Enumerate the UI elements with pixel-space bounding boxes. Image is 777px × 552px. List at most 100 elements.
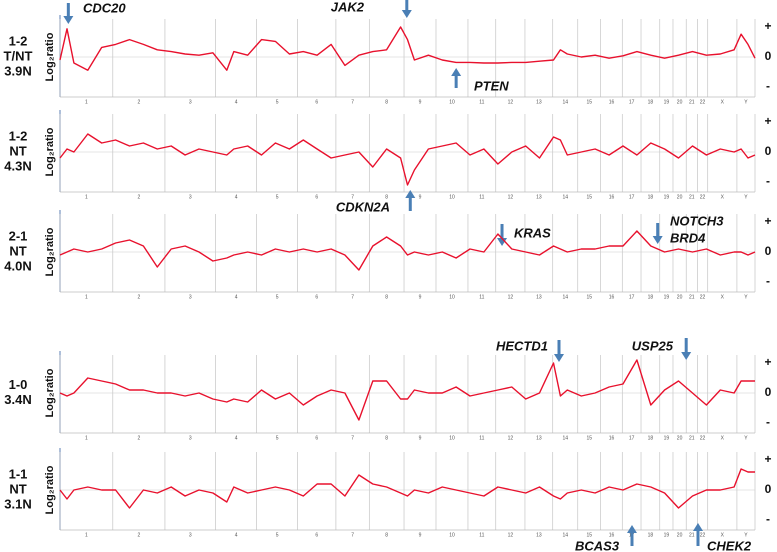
chromosome-label: Y [744,435,748,441]
gene-label: JAK2 [331,0,365,14]
chromosome-label: 18 [648,532,654,538]
chromosome-label: 7 [351,532,354,538]
chromosome-label: 7 [351,99,354,105]
chromosome-label: 10 [449,532,455,538]
chromosome-label: 1 [85,194,88,200]
annotation-arrowhead [401,10,412,18]
chromosome-label: 20 [677,294,683,300]
chromosome-label: 10 [449,435,455,441]
chromosome-label: X [721,294,725,300]
gene-label: NOTCH3 [670,213,724,228]
y-axis-label: Log₂ratio [44,368,56,417]
chromosome-label: 4 [235,435,238,441]
chromosome-label: 4 [235,99,238,105]
chromosome-label: 11 [479,532,484,538]
gene-label: CHEK2 [707,538,752,552]
chromosome-label: 8 [385,194,388,200]
chromosome-label: 19 [664,435,670,441]
chromosome-label: 15 [586,435,592,441]
y-tick-label: - [766,512,770,526]
chromosome-label: 2 [137,194,140,200]
gene-label: BRD4 [670,230,706,245]
chromosome-label: 5 [276,194,279,200]
chromosome-label: 15 [586,294,592,300]
chromosome-label: 8 [385,435,388,441]
chromosome-label: 1 [85,532,88,538]
chromosome-label: 16 [609,532,615,538]
sample-label: 3.4N [4,392,31,407]
sample-label: 1-2 [9,128,28,143]
chromosome-label: 9 [419,294,422,300]
y-tick-label: 0 [765,482,772,496]
chromosome-label: 12 [508,294,514,300]
chromosome-label: 21 [689,294,695,300]
y-tick-label: - [766,415,770,429]
chromosome-label: 17 [629,435,635,441]
gene-label: BCAS3 [575,538,620,552]
chromosome-label: 16 [609,294,615,300]
y-tick-label: + [764,355,771,369]
chromosome-label: 22 [700,99,706,105]
copy-number-line [59,359,755,421]
chromosome-label: X [721,194,725,200]
sample-label: 1-0 [9,377,28,392]
chromosome-label: 17 [629,99,635,105]
chromosome-label: 19 [664,532,670,538]
y-tick-label: + [764,452,771,466]
chromosome-label: 4 [235,294,238,300]
chromosome-label: 16 [609,435,615,441]
chromosome-label: 22 [700,294,706,300]
chromosome-label: 9 [419,435,422,441]
copy-number-line [59,26,756,71]
chromosome-label: 5 [276,435,279,441]
chromosome-label: 10 [449,294,455,300]
annotation-arrowhead [681,352,692,360]
y-tick-label: 0 [765,385,772,399]
chromosome-label: 2 [137,99,140,105]
chromosome-label: 14 [562,435,568,441]
gene-label: CDKN2A [336,199,390,214]
chromosome-label: 21 [689,435,695,441]
chromosome-label: 15 [586,99,592,105]
chromosome-label: 13 [536,99,542,105]
annotation-arrowhead [626,525,637,533]
chromosome-label: 13 [536,294,542,300]
copy-number-line [59,230,756,271]
chromosome-label: 7 [351,294,354,300]
y-tick-label: 0 [765,144,772,158]
chromosome-label: 6 [315,532,318,538]
chromosome-label: 18 [648,194,654,200]
sample-label: 1-1 [9,466,28,481]
chromosome-label: 12 [508,532,514,538]
chromosome-label: 8 [385,294,388,300]
chromosome-label: 14 [562,532,568,538]
y-axis-label: Log₂ratio [44,465,56,514]
y-tick-label: 0 [765,49,772,63]
chromosome-label: 15 [586,532,592,538]
gene-label: USP25 [632,338,674,353]
chromosome-label: 15 [586,194,592,200]
sample-label: NT [9,243,26,258]
chromosome-label: 18 [648,294,654,300]
chromosome-label: 13 [536,194,542,200]
chromosome-label: 4 [235,194,238,200]
chromosome-label: 7 [351,435,354,441]
sample-label: 4.3N [4,158,31,173]
sample-label: NT [9,143,26,158]
chromosome-label: 13 [536,435,542,441]
gene-label: PTEN [474,78,509,93]
annotation-arrowhead [693,523,704,531]
y-axis-label: Log₂ratio [44,227,56,276]
chromosome-label: 3 [189,435,192,441]
chromosome-label: 6 [315,99,318,105]
chromosome-label: 19 [664,99,670,105]
chromosome-label: 1 [85,294,88,300]
chromosome-label: 8 [385,99,388,105]
y-tick-label: - [766,174,770,188]
chromosome-label: 13 [536,532,542,538]
chromosome-label: 3 [189,294,192,300]
